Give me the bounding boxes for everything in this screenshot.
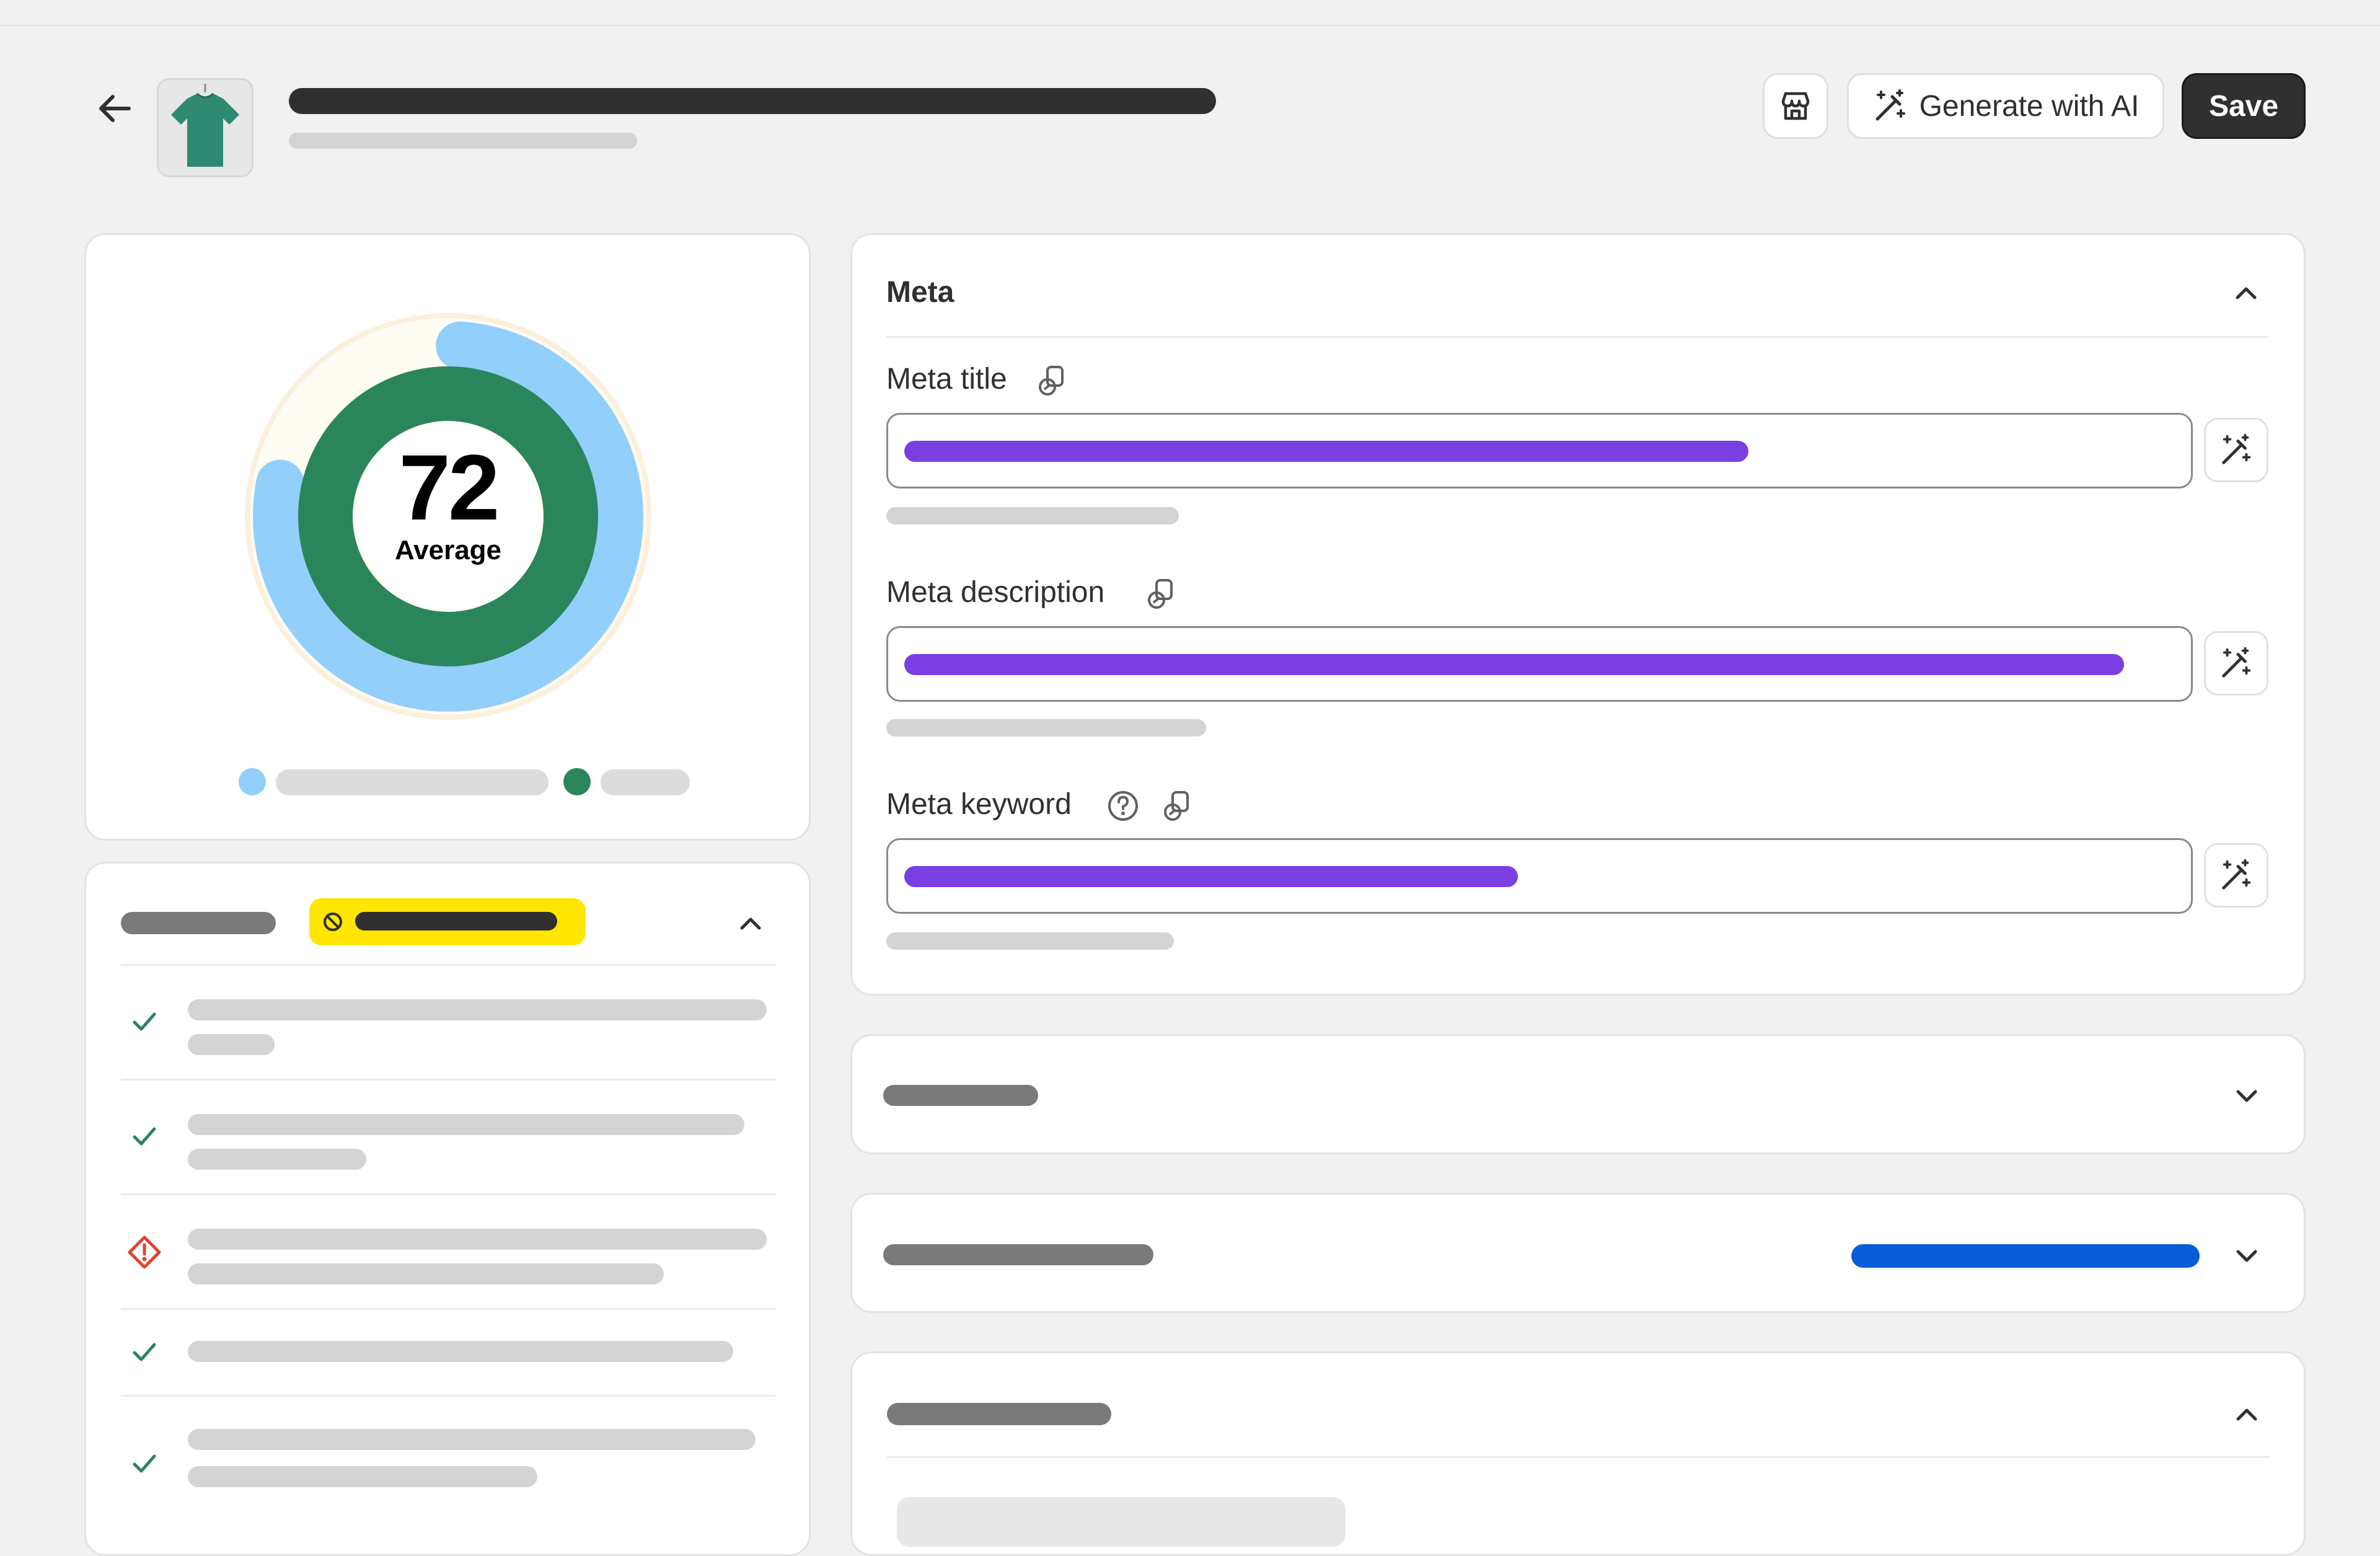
copy-icon[interactable] xyxy=(1034,362,1071,399)
item-text-redacted xyxy=(188,1429,756,1450)
chevron-up-icon xyxy=(740,917,761,930)
magic-wand-icon xyxy=(1875,89,1905,121)
item-text-redacted xyxy=(188,999,767,1020)
item-text-redacted xyxy=(188,1034,275,1055)
save-button[interactable]: Save xyxy=(2182,73,2306,139)
legend-label-redacted xyxy=(601,769,690,795)
score-label: Average xyxy=(394,535,502,565)
divider xyxy=(121,1308,775,1310)
checklist-item[interactable] xyxy=(121,1310,775,1393)
checklist-item[interactable] xyxy=(121,1397,775,1510)
storefront-button[interactable] xyxy=(1763,73,1828,139)
check-icon xyxy=(133,1012,156,1031)
meta-description-help-redacted xyxy=(886,719,1206,736)
meta-keyword-help-redacted xyxy=(886,932,1174,950)
divider xyxy=(121,1079,775,1081)
store-icon xyxy=(1781,92,1810,120)
item-text-redacted xyxy=(188,1341,733,1362)
preview-section xyxy=(850,1351,2306,1556)
check-icon xyxy=(133,1343,156,1361)
seo-score-card: 72 Average xyxy=(84,233,811,841)
section-title-redacted xyxy=(883,1244,1153,1265)
back-button[interactable] xyxy=(93,87,136,130)
tshirt-icon xyxy=(159,80,252,175)
meta-keyword-value-redacted xyxy=(904,866,1518,887)
meta-description-value-redacted xyxy=(904,654,2124,675)
product-thumbnail xyxy=(157,78,253,177)
copy-icon[interactable] xyxy=(1143,575,1180,612)
score-inner-ring xyxy=(298,366,598,666)
legend-dot-blue xyxy=(239,768,266,795)
checklist-title-redacted xyxy=(121,912,276,934)
check-icon xyxy=(133,1127,156,1146)
generate-with-ai-button[interactable]: Generate with AI xyxy=(1847,73,2164,139)
help-icon[interactable] xyxy=(1104,787,1142,824)
meta-title-ai-button[interactable] xyxy=(2204,418,2268,482)
top-divider xyxy=(0,25,2380,26)
check-icon xyxy=(133,1454,156,1473)
meta-description-label: Meta description xyxy=(886,576,1105,609)
meta-section-title: Meta xyxy=(886,276,954,309)
divider xyxy=(121,964,775,966)
badge-text-redacted xyxy=(355,912,557,931)
item-text-redacted xyxy=(188,1149,366,1170)
magic-wand-icon xyxy=(2222,859,2251,890)
item-text-redacted xyxy=(188,1114,744,1135)
checklist-item[interactable] xyxy=(121,966,775,1079)
meta-title-help-redacted xyxy=(886,507,1179,524)
divider xyxy=(887,1456,2269,1458)
section-title-redacted xyxy=(883,1085,1038,1106)
meta-keyword-label: Meta keyword xyxy=(886,788,1072,821)
meta-keyword-ai-button[interactable] xyxy=(2204,843,2268,908)
issues-badge xyxy=(309,898,586,945)
save-label: Save xyxy=(2208,89,2279,123)
product-subtitle-redacted xyxy=(289,133,637,149)
meta-title-value-redacted xyxy=(904,441,1748,462)
chevron-up-icon xyxy=(2236,287,2257,299)
chevron-up-icon xyxy=(2236,1408,2257,1421)
section-title-redacted xyxy=(887,1403,1111,1425)
meta-collapse-button[interactable] xyxy=(2229,275,2263,310)
collapsed-section[interactable] xyxy=(850,1193,2306,1313)
alert-diamond-icon xyxy=(128,1236,161,1269)
divider xyxy=(121,1395,775,1397)
item-text-redacted xyxy=(188,1229,767,1250)
legend-label-redacted xyxy=(276,769,549,795)
score-ring-chart xyxy=(245,313,651,720)
item-text-redacted xyxy=(188,1263,664,1284)
section-status-redacted xyxy=(1851,1244,2200,1268)
arrow-left-icon xyxy=(99,95,131,122)
magic-wand-icon xyxy=(2222,433,2251,464)
checklist-collapse-button[interactable] xyxy=(733,906,768,940)
meta-title-input[interactable] xyxy=(886,413,2193,488)
magic-wand-icon xyxy=(2222,647,2251,678)
copy-icon[interactable] xyxy=(1159,787,1196,824)
preview-tab-active[interactable] xyxy=(897,1497,1346,1547)
divider xyxy=(121,1193,775,1195)
meta-title-label: Meta title xyxy=(886,363,1007,396)
meta-keyword-input[interactable] xyxy=(886,838,2193,914)
checklist-item[interactable] xyxy=(121,1195,775,1308)
meta-description-input[interactable] xyxy=(886,626,2193,702)
score-value: 72 xyxy=(399,435,500,539)
legend-dot-green xyxy=(563,768,591,795)
checklist-card xyxy=(84,862,811,1556)
block-icon xyxy=(324,913,342,931)
divider xyxy=(886,336,2268,338)
collapsed-section[interactable] xyxy=(850,1034,2306,1154)
chevron-down-icon xyxy=(2236,1250,2257,1262)
meta-description-ai-button[interactable] xyxy=(2204,631,2268,696)
chevron-down-icon xyxy=(2236,1090,2257,1102)
product-title-redacted xyxy=(289,88,1216,114)
checklist-item[interactable] xyxy=(121,1081,775,1193)
generate-with-ai-label: Generate with AI xyxy=(1919,89,2140,123)
item-text-redacted xyxy=(188,1466,537,1487)
score-outer-ring xyxy=(253,320,643,712)
